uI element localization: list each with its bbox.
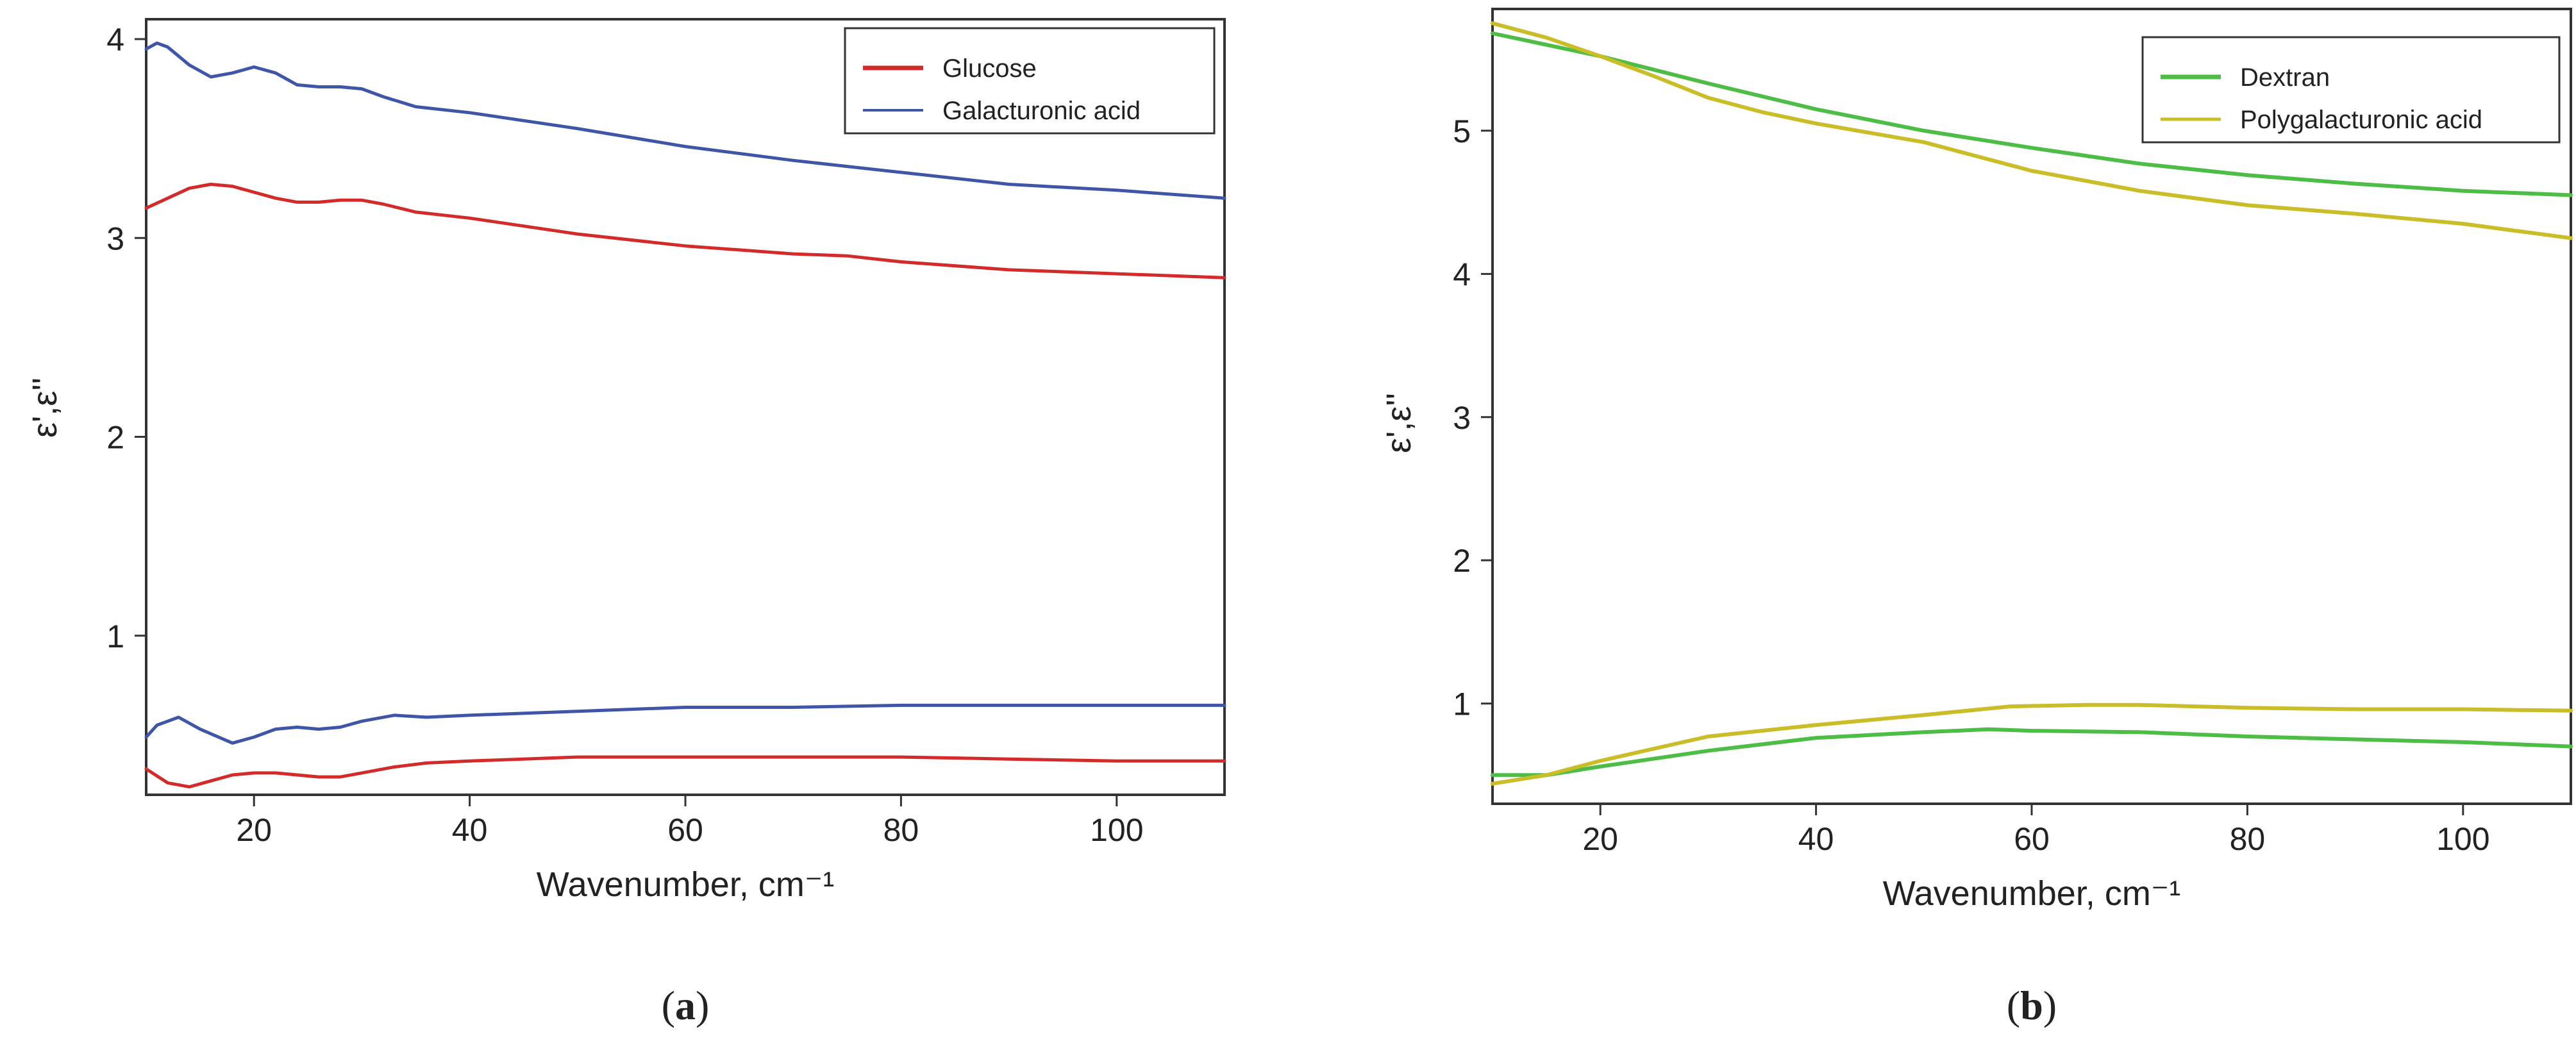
y-axis-ticks: 1 2 3 4: [106, 22, 146, 654]
x-tick-label: 60: [667, 812, 703, 848]
x-tick-label: 40: [452, 812, 488, 848]
legend-box: [2141, 36, 2561, 144]
y-axis-title: ε',ε'': [26, 378, 64, 438]
panel-label-letter: a: [675, 983, 696, 1028]
y-tick-label: 2: [106, 420, 124, 456]
y-axis-ticks: 1 2 3 4 5: [1453, 113, 1493, 722]
x-axis-ticks: 20 40 60 80 100: [236, 795, 1144, 848]
panel-label-letter: b: [2020, 983, 2043, 1028]
series-line-galacturonic-acid-real: [144, 41, 1226, 200]
legend: Glucose Galacturonic acid: [844, 27, 1216, 135]
legend-label-polygalacturonic-acid: Polygalacturonic acid: [2240, 106, 2482, 134]
x-tick-label: 80: [883, 812, 919, 848]
x-axis-ticks: 20 40 60 80 100: [1582, 804, 2490, 857]
y-tick-label: 1: [106, 619, 124, 654]
legend-label-glucose: Glucose: [942, 54, 1037, 83]
series-line-dextran-loss: [1491, 727, 2573, 777]
y-tick-label: 3: [1453, 400, 1471, 436]
y-tick-label: 4: [106, 22, 124, 58]
x-tick-label: 20: [236, 812, 272, 848]
series-group: [1491, 21, 2573, 786]
panel-label-open: (: [662, 983, 675, 1028]
x-axis-title: Wavenumber, cm⁻¹: [1883, 874, 2181, 913]
legend-box: [844, 27, 1216, 135]
panel-label-close: ): [2043, 983, 2057, 1028]
x-axis-title: Wavenumber, cm⁻¹: [537, 865, 835, 904]
series-line-polygalacturonic-acid-real: [1491, 21, 2573, 240]
y-tick-label: 2: [1453, 543, 1471, 579]
panel-label-a: (a): [662, 983, 710, 1028]
x-tick-label: 100: [2436, 821, 2489, 857]
y-tick-label: 1: [1453, 686, 1471, 722]
chart-panel-a: 20 40 60 80 100 1 2 3 4 Wavenumber, cm⁻¹ ε',ε''…: [26, 18, 1226, 1028]
series-group: [144, 41, 1226, 789]
legend-label-dextran: Dextran: [2240, 63, 2330, 92]
series-line-glucose-loss: [144, 755, 1226, 789]
y-tick-label: 5: [1453, 113, 1471, 149]
panel-label-close: ): [696, 983, 709, 1028]
y-axis-title: ε',ε'': [1380, 393, 1418, 453]
legend: Dextran Polygalacturonic acid: [2141, 36, 2561, 144]
x-tick-label: 100: [1090, 812, 1143, 848]
series-line-galacturonic-acid-loss: [144, 703, 1226, 745]
panel-label-b: (b): [2007, 983, 2057, 1028]
series-line-glucose-real: [144, 183, 1226, 279]
chart-panel-b: 20 40 60 80 100 1 2 3 4 5 Wavenumber, cm⁻¹ ε',ε'…: [1380, 8, 2573, 1028]
x-tick-label: 80: [2230, 821, 2266, 857]
y-tick-label: 4: [1453, 256, 1471, 292]
x-tick-label: 20: [1582, 821, 1618, 857]
series-line-dextran-real: [1491, 31, 2573, 197]
plot-frame: [145, 18, 1226, 796]
panel-label-open: (: [2007, 983, 2020, 1028]
legend-label-galacturonic-acid: Galacturonic acid: [942, 97, 1141, 125]
y-tick-label: 3: [106, 220, 124, 256]
x-tick-label: 40: [1798, 821, 1834, 857]
series-line-polygalacturonic-acid-loss: [1491, 702, 2573, 786]
x-tick-label: 60: [2014, 821, 2050, 857]
